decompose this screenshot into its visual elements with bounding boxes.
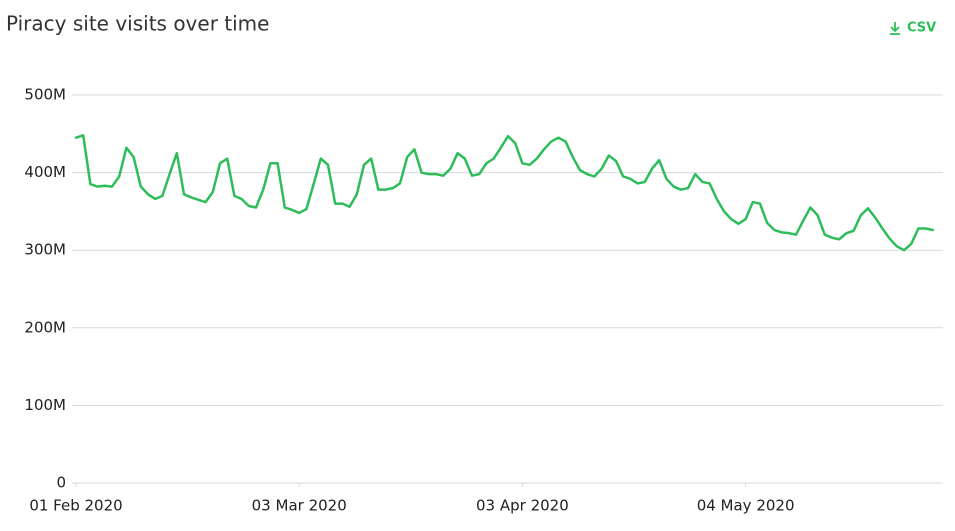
y-tick-label: 100M [24,396,66,414]
y-tick-label: 400M [24,163,66,181]
y-tick-label: 200M [24,318,66,336]
x-tick-label: 01 Feb 2020 [29,497,122,515]
x-tick-label: 03 Apr 2020 [476,497,569,515]
line [74,134,935,252]
csv-label[interactable]: CSV [907,21,936,36]
download-icon [890,22,900,35]
y-tick-label: 0 [56,474,66,492]
y-tick-label: 300M [24,241,66,259]
x-tick-label: 03 Mar 2020 [252,497,347,515]
csv-button[interactable]: CSV [890,21,936,36]
x-tick-label: 04 May 2020 [697,497,795,515]
chart-title: Piracy site visits over time [6,12,269,36]
y-tick-label: 500M [24,86,66,104]
